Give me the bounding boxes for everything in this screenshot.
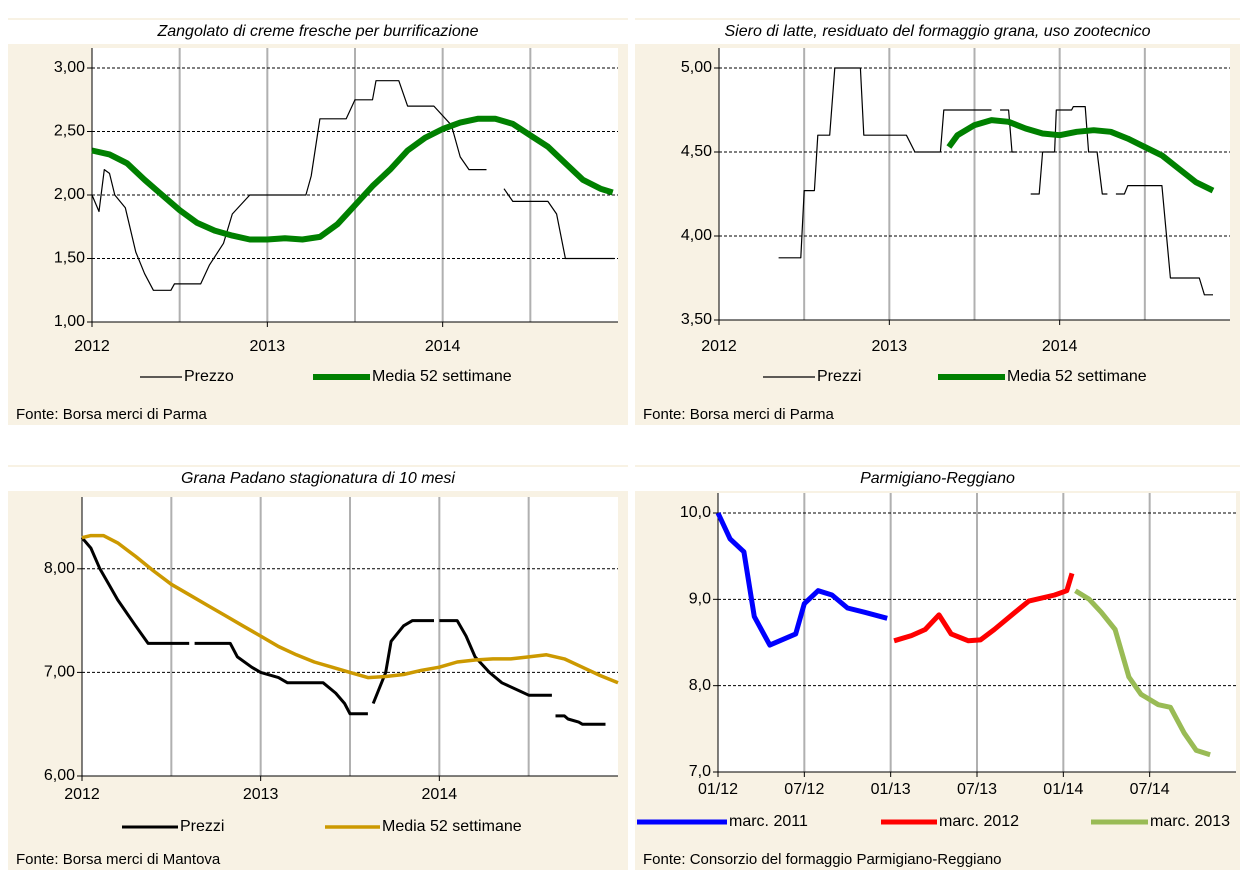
y-tick-label: 5,00 (681, 59, 712, 76)
x-tick-label: 2014 (422, 786, 458, 803)
title-band (635, 20, 1240, 44)
legend-label: Prezzi (180, 818, 224, 835)
y-tick-label: 8,0 (689, 677, 711, 694)
x-tick-label: 2012 (74, 338, 110, 355)
chart-title: Parmigiano-Reggiano (860, 470, 1015, 487)
y-tick-label: 6,00 (44, 767, 75, 784)
x-tick-label: 01/12 (698, 781, 738, 798)
legend-label: Media 52 settimane (1007, 368, 1147, 385)
legend-label: Prezzi (817, 368, 861, 385)
x-tick-label: 01/13 (871, 781, 911, 798)
series-line (80, 536, 606, 726)
x-tick-label: 07/12 (784, 781, 824, 798)
y-tick-label: 1,00 (54, 313, 85, 330)
x-tick-label: 2014 (425, 338, 461, 355)
series-line (946, 117, 1215, 194)
y-tick-label: 2,50 (54, 123, 85, 140)
y-tick-label: 8,00 (44, 560, 75, 577)
source-note: Fonte: Consorzio del formaggio Parmigian… (643, 851, 1002, 868)
chart-title: Zangolato di creme fresche per burrifica… (156, 23, 478, 40)
y-tick-label: 4,50 (681, 143, 712, 160)
y-tick-label: 1,50 (54, 250, 85, 267)
source-note: Fonte: Borsa merci di Parma (643, 406, 835, 423)
chart-title: Grana Padano stagionatura di 10 mesi (181, 470, 455, 487)
x-tick-label: 07/13 (957, 781, 997, 798)
x-tick-label: 2013 (243, 786, 279, 803)
y-tick-label: 10,0 (680, 504, 711, 521)
series-line (81, 533, 619, 685)
y-tick-label: 7,0 (689, 763, 711, 780)
y-tick-label: 3,00 (54, 59, 85, 76)
series-line (91, 115, 614, 243)
x-tick-label: 2013 (872, 338, 908, 355)
series-line (1074, 588, 1211, 758)
chart-title: Siero di latte, residuato del formaggio … (724, 23, 1150, 40)
y-tick-label: 7,00 (44, 664, 75, 681)
legend-label: Prezzo (184, 368, 234, 385)
legend-label: Media 52 settimane (372, 368, 512, 385)
series-line (715, 511, 888, 648)
legend-label: marc. 2012 (939, 813, 1019, 830)
x-tick-label: 07/14 (1130, 781, 1170, 798)
x-tick-label: 2012 (64, 786, 100, 803)
x-tick-label: 2014 (1042, 338, 1078, 355)
legend-label: marc. 2013 (1150, 813, 1230, 830)
title-band (635, 467, 1240, 491)
y-tick-label: 3,50 (681, 311, 712, 328)
y-tick-label: 2,00 (54, 186, 85, 203)
y-tick-label: 4,00 (681, 227, 712, 244)
title-band (8, 467, 628, 491)
series-line (778, 67, 1213, 296)
series-line (893, 572, 1075, 644)
x-tick-label: 2013 (250, 338, 286, 355)
x-tick-label: 01/14 (1043, 781, 1083, 798)
x-tick-label: 2012 (701, 338, 737, 355)
legend-label: Media 52 settimane (382, 818, 522, 835)
title-band (8, 20, 628, 44)
source-note: Fonte: Borsa merci di Mantova (16, 851, 221, 868)
y-tick-label: 9,0 (689, 591, 711, 608)
legend-label: marc. 2011 (729, 813, 808, 830)
series-line (91, 80, 615, 291)
source-note: Fonte: Borsa merci di Parma (16, 406, 208, 423)
